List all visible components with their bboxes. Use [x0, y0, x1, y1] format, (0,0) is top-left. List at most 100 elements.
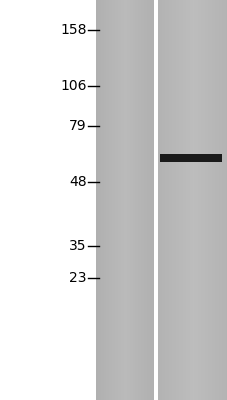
Bar: [161, 0, 162, 400]
Bar: [132, 0, 133, 400]
Bar: [212, 0, 213, 400]
Bar: [182, 0, 183, 400]
Text: 35: 35: [69, 239, 86, 253]
Bar: [180, 0, 181, 400]
Text: 158: 158: [60, 23, 86, 37]
Bar: [187, 0, 188, 400]
Text: 79: 79: [69, 119, 86, 133]
Bar: [108, 0, 109, 400]
Bar: [121, 0, 122, 400]
Bar: [168, 0, 169, 400]
Bar: [141, 0, 142, 400]
Bar: [225, 0, 226, 400]
Bar: [203, 0, 204, 400]
Bar: [145, 0, 146, 400]
Bar: [113, 0, 114, 400]
Bar: [102, 0, 103, 400]
Bar: [123, 0, 124, 400]
Bar: [149, 0, 150, 400]
Bar: [218, 0, 219, 400]
Bar: [150, 0, 151, 400]
Bar: [196, 0, 197, 400]
Bar: [222, 0, 224, 400]
Bar: [101, 0, 102, 400]
Text: 23: 23: [69, 271, 86, 285]
Bar: [117, 0, 118, 400]
Bar: [191, 0, 192, 400]
Bar: [184, 0, 185, 400]
Bar: [178, 0, 180, 400]
Bar: [115, 0, 116, 400]
Bar: [118, 0, 119, 400]
Bar: [128, 0, 129, 400]
Bar: [139, 0, 140, 400]
Bar: [195, 0, 196, 400]
Bar: [99, 0, 100, 400]
Bar: [206, 0, 207, 400]
Bar: [213, 0, 214, 400]
Bar: [114, 0, 115, 400]
Bar: [112, 0, 113, 400]
Bar: [130, 0, 131, 400]
Bar: [143, 0, 145, 400]
Bar: [103, 0, 104, 400]
Bar: [140, 0, 141, 400]
Bar: [197, 0, 198, 400]
Bar: [207, 0, 209, 400]
Bar: [104, 0, 105, 400]
Bar: [126, 0, 127, 400]
Bar: [214, 0, 215, 400]
Bar: [194, 0, 195, 400]
Bar: [109, 0, 110, 400]
Bar: [211, 0, 212, 400]
Bar: [148, 0, 149, 400]
Bar: [153, 0, 158, 400]
Bar: [96, 0, 97, 400]
Bar: [160, 0, 161, 400]
Bar: [119, 0, 120, 400]
Bar: [151, 0, 152, 400]
Bar: [209, 0, 210, 400]
Bar: [173, 0, 174, 400]
Bar: [165, 0, 166, 400]
Bar: [129, 0, 130, 400]
Bar: [167, 0, 168, 400]
Bar: [189, 0, 190, 400]
Bar: [202, 0, 203, 400]
Bar: [221, 0, 222, 400]
Bar: [210, 0, 211, 400]
Bar: [198, 0, 199, 400]
Bar: [120, 0, 121, 400]
Bar: [136, 0, 137, 400]
Bar: [200, 0, 202, 400]
Bar: [98, 0, 99, 400]
Bar: [159, 0, 160, 400]
Bar: [163, 0, 165, 400]
Bar: [135, 0, 136, 400]
Bar: [172, 0, 173, 400]
Bar: [97, 0, 98, 400]
Bar: [106, 0, 107, 400]
Bar: [138, 0, 139, 400]
Bar: [162, 0, 163, 400]
Bar: [185, 0, 187, 400]
Bar: [176, 0, 177, 400]
Bar: [100, 0, 101, 400]
Bar: [122, 0, 123, 400]
Bar: [175, 0, 176, 400]
Bar: [125, 0, 126, 400]
Bar: [105, 0, 106, 400]
Bar: [134, 0, 135, 400]
Bar: [219, 0, 220, 400]
Bar: [204, 0, 205, 400]
Bar: [95, 0, 96, 400]
Bar: [174, 0, 175, 400]
Bar: [188, 0, 189, 400]
Bar: [137, 0, 138, 400]
Bar: [192, 0, 194, 400]
Bar: [170, 0, 172, 400]
Bar: [116, 0, 117, 400]
Bar: [217, 0, 218, 400]
Bar: [215, 0, 217, 400]
Bar: [146, 0, 148, 400]
